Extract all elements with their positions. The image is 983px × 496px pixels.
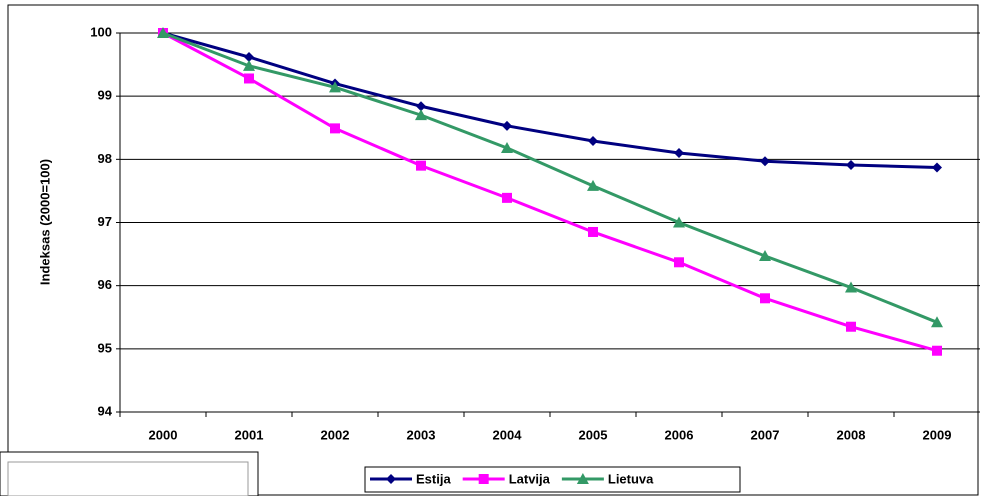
point <box>588 136 598 147</box>
legend-marker <box>576 473 589 484</box>
point <box>243 59 255 71</box>
legend-label: Lietuva <box>608 471 654 486</box>
point <box>330 123 340 134</box>
x-tick-label: 2004 <box>493 427 523 442</box>
point <box>932 162 942 173</box>
y-tick-label: 97 <box>98 214 112 229</box>
point <box>760 293 770 304</box>
point <box>674 257 684 268</box>
point <box>502 192 512 203</box>
point <box>415 109 427 121</box>
legend-label: Latvija <box>509 471 551 486</box>
point <box>501 141 513 153</box>
y-tick-label: 99 <box>98 88 112 103</box>
x-tick-label: 2006 <box>665 427 694 442</box>
y-tick-label: 98 <box>98 151 112 166</box>
point <box>157 27 169 38</box>
point <box>846 160 856 171</box>
x-tick-label: 2001 <box>235 427 264 442</box>
point <box>932 345 942 356</box>
overlay-inner-box <box>7 461 249 496</box>
x-tick-label: 2008 <box>837 427 866 442</box>
point <box>416 160 426 171</box>
point <box>587 179 599 191</box>
series-line <box>162 31 938 170</box>
point <box>845 281 857 293</box>
point <box>244 52 254 63</box>
point <box>502 120 512 131</box>
y-axis-label: Indeksas (2000=100) <box>37 159 52 285</box>
y-tick-label: 96 <box>98 277 112 292</box>
y-tick-label: 94 <box>98 403 113 418</box>
point <box>588 226 598 237</box>
point <box>673 216 685 228</box>
x-tick-label: 2000 <box>149 427 178 442</box>
x-tick-label: 2007 <box>751 427 780 442</box>
y-tick-label: 100 <box>90 24 112 39</box>
x-tick-label: 2009 <box>923 427 952 442</box>
series-line <box>162 31 938 353</box>
point <box>416 101 426 112</box>
legend-label: Estija <box>416 471 451 486</box>
point <box>759 249 771 261</box>
x-tick-label: 2003 <box>407 427 436 442</box>
overlay-box <box>0 451 259 496</box>
series-line <box>162 31 938 324</box>
legend-marker <box>478 474 489 484</box>
point <box>931 316 943 328</box>
y-tick-label: 95 <box>98 340 112 355</box>
chart-frame <box>7 4 979 496</box>
point <box>846 321 856 332</box>
legend-marker <box>386 474 396 484</box>
legend-box <box>364 466 741 493</box>
point <box>329 81 341 93</box>
x-tick-label: 2005 <box>579 427 608 442</box>
point <box>674 148 684 159</box>
x-tick-label: 2002 <box>321 427 350 442</box>
point <box>244 73 254 84</box>
point <box>760 156 770 167</box>
